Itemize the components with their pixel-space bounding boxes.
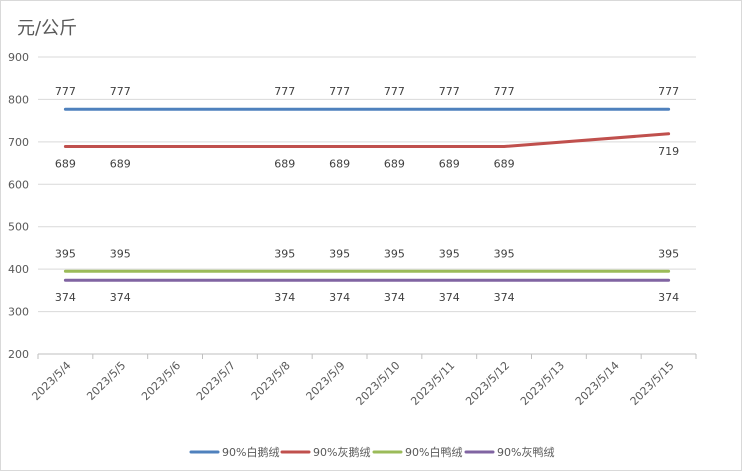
data-label: 374: [274, 291, 295, 304]
y-unit-label: 元/公斤: [17, 18, 78, 39]
x-tick-label: 2023/5/11: [408, 359, 457, 408]
data-label: 777: [494, 85, 515, 98]
x-tick-label: 2023/5/9: [304, 359, 348, 403]
x-tick-label: 2023/5/5: [84, 359, 128, 403]
data-label: 395: [110, 247, 131, 260]
y-tick-label: 600: [8, 178, 29, 191]
data-label: 689: [55, 158, 76, 171]
x-tick-label: 2023/5/12: [463, 359, 512, 408]
data-label: 395: [439, 247, 460, 260]
x-tick-label: 2023/5/14: [573, 359, 622, 408]
data-label: 395: [384, 247, 405, 260]
y-tick-label: 300: [8, 306, 29, 319]
data-label: 777: [274, 85, 295, 98]
legend-label: 90%白鹅绒: [222, 445, 279, 459]
x-tick-label: 2023/5/15: [628, 359, 677, 408]
x-tick-label: 2023/5/7: [194, 359, 238, 403]
data-label: 689: [274, 158, 295, 171]
x-tick-label: 2023/5/6: [139, 359, 183, 403]
legend-label: 90%灰鸭绒: [497, 445, 554, 459]
data-label: 374: [658, 291, 679, 304]
x-tick-label: 2023/5/10: [353, 359, 402, 408]
data-label: 689: [439, 158, 460, 171]
data-label: 395: [494, 247, 515, 260]
y-tick-label: 200: [8, 348, 29, 361]
data-label: 395: [55, 247, 76, 260]
series-line: [63, 132, 671, 148]
data-label: 374: [439, 291, 460, 304]
data-label: 374: [329, 291, 350, 304]
x-tick-label: 2023/5/8: [249, 359, 293, 403]
data-label: 689: [329, 158, 350, 171]
data-label: 374: [384, 291, 405, 304]
data-label: 374: [110, 291, 131, 304]
data-label: 689: [384, 158, 405, 171]
data-label: 689: [494, 158, 515, 171]
data-label: 395: [274, 247, 295, 260]
y-tick-label: 900: [8, 51, 29, 64]
y-tick-label: 400: [8, 263, 29, 276]
y-tick-label: 500: [8, 221, 29, 234]
data-label: 719: [658, 145, 679, 158]
data-label: 777: [439, 85, 460, 98]
data-label: 374: [494, 291, 515, 304]
data-label: 689: [110, 158, 131, 171]
data-label: 777: [329, 85, 350, 98]
x-tick-label: 2023/5/13: [518, 359, 567, 408]
data-label: 777: [110, 85, 131, 98]
data-label: 395: [658, 247, 679, 260]
data-label: 374: [55, 291, 76, 304]
y-tick-label: 700: [8, 136, 29, 149]
x-tick-label: 2023/5/4: [29, 359, 73, 403]
data-label: 777: [384, 85, 405, 98]
data-label: 777: [55, 85, 76, 98]
data-label: 395: [329, 247, 350, 260]
y-tick-label: 800: [8, 93, 29, 106]
legend-label: 90%灰鹅绒: [313, 445, 370, 459]
data-label: 777: [658, 85, 679, 98]
legend-label: 90%白鸭绒: [405, 445, 462, 459]
